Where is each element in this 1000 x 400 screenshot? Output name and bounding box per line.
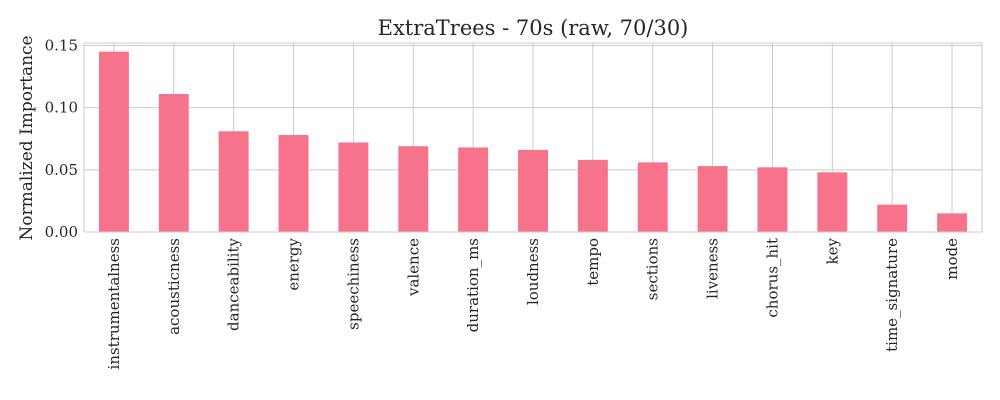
x-tick-label: key (823, 237, 841, 264)
y-tick-label: 0.00 (45, 223, 78, 241)
bar-key (817, 172, 848, 232)
y-tick-label: 0.15 (45, 36, 78, 54)
bar-mode (937, 213, 968, 232)
chart-title: ExtraTrees - 70s (raw, 70/30) (378, 16, 689, 40)
y-tick-label: 0.05 (45, 161, 78, 179)
x-tick-label: acousticness (165, 238, 183, 335)
x-tick-label: energy (285, 237, 303, 290)
bar-duration-ms (458, 147, 489, 232)
x-tick-layer: instrumentalness acousticness danceability… (105, 237, 961, 369)
x-tick-label: danceability (225, 237, 243, 330)
bar-acousticness (158, 93, 189, 233)
bar-liveness (697, 166, 728, 232)
y-tick-label: 0.10 (45, 99, 78, 117)
x-tick-label: duration_ms (464, 238, 482, 332)
bar-speechiness (338, 142, 369, 232)
x-tick-label: loudness (524, 238, 542, 305)
x-tick-label: tempo (584, 238, 602, 286)
y-tick-layer: 0.00 0.05 0.10 0.15 (45, 36, 78, 241)
y-axis-label: Normalized Importance (17, 35, 37, 240)
bar-chorus-hit (757, 167, 788, 232)
plot-frame (83, 42, 983, 233)
x-tick-label: mode (943, 238, 961, 280)
x-tick-label: liveness (704, 238, 722, 299)
bar-time-signature (877, 204, 908, 232)
bar-sections (637, 162, 668, 232)
x-tick-label: speechiness (344, 238, 362, 330)
bar-energy (278, 135, 309, 232)
x-tick-label: instrumentalness (105, 238, 123, 369)
x-tick-label: sections (644, 238, 662, 300)
x-tick-label: chorus_hit (763, 238, 781, 318)
x-tick-label: valence (404, 238, 422, 297)
bar-danceability (218, 131, 249, 232)
bar-loudness (518, 149, 548, 232)
bar-layer (98, 51, 968, 233)
bar-tempo (577, 159, 608, 232)
x-tick-label: time_signature (883, 238, 901, 352)
bar-instrumentalness (98, 51, 129, 232)
bar-valence (398, 146, 429, 232)
